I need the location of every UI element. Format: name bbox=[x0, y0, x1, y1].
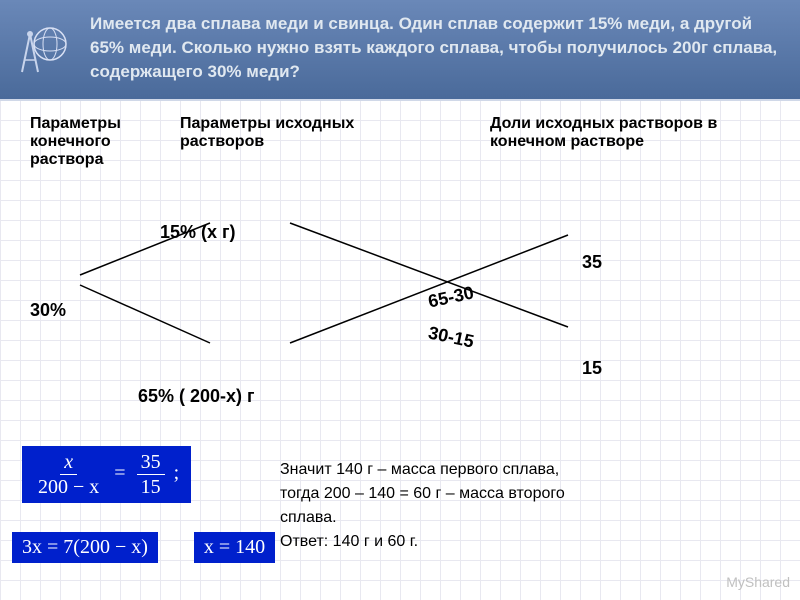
mixing-diagram bbox=[0, 181, 800, 371]
answer-block: Значит 140 г – масса первого сплава, тог… bbox=[280, 458, 720, 554]
frac-num-l: x bbox=[64, 451, 73, 473]
formula-row-2: 3x = 7(200 − x) x = 140 bbox=[12, 532, 275, 563]
col-header-initial: Параметры исходных растворов bbox=[180, 115, 360, 169]
compass-globe-icon bbox=[12, 20, 72, 80]
label-alloy2: 65% ( 200-х) г bbox=[138, 386, 255, 407]
frac-den-l: 200 − x bbox=[34, 475, 103, 497]
column-headers: Параметры конечного раствора Параметры и… bbox=[0, 101, 800, 177]
answer-line4: Ответ: 140 г и 60 г. bbox=[280, 530, 720, 554]
diagram-lines bbox=[0, 181, 800, 381]
problem-header: Имеется два сплава меди и свинца. Один с… bbox=[0, 0, 800, 101]
frac-num-r: 35 bbox=[137, 452, 165, 475]
col-header-final: Параметры конечного раствора bbox=[30, 115, 170, 169]
formula-eq2: 3x = 7(200 − x) bbox=[12, 532, 158, 563]
answer-line2: тогда 200 – 140 = 60 г – масса второго bbox=[280, 482, 720, 506]
watermark: MyShared bbox=[726, 574, 790, 590]
formula-eq3: x = 140 bbox=[194, 532, 275, 563]
content-area: Параметры конечного раствора Параметры и… bbox=[0, 101, 800, 371]
problem-text: Имеется два сплава меди и свинца. Один с… bbox=[90, 14, 777, 81]
answer-line1: Значит 140 г – масса первого сплава, bbox=[280, 458, 720, 482]
answer-line3: сплава. bbox=[280, 506, 720, 530]
col-header-fractions: Доли исходных растворов в конечном раств… bbox=[490, 115, 780, 169]
formula-fraction: x 200 − x = 35 15 ; bbox=[22, 446, 191, 503]
frac-den-r: 15 bbox=[137, 475, 165, 497]
